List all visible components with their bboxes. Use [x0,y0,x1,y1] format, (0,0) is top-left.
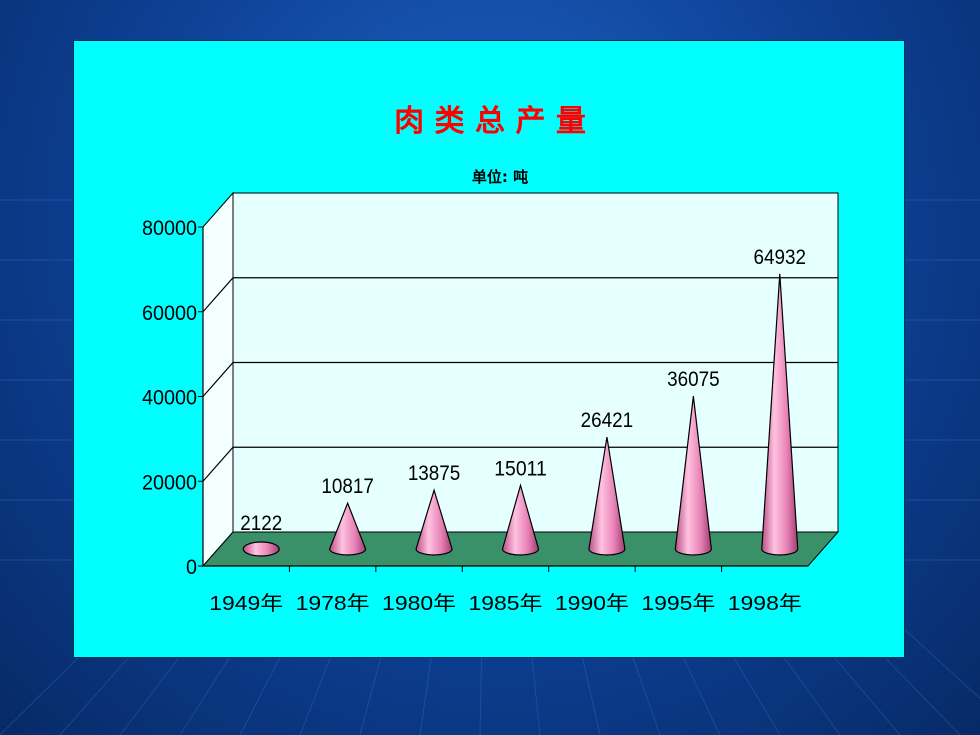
cone-bar [674,396,712,556]
x-tick-label: 1990年 [555,592,629,615]
data-label: 26421 [581,409,634,432]
cone-bar [588,436,626,556]
grid-lines [202,277,838,482]
cone-bar [329,501,367,556]
data-label: 64932 [754,246,807,269]
x-tick-label: 1949年 [209,592,283,615]
chart-subtitle: 单位: 吨 [472,168,528,186]
y-tick-label: 40000 [142,387,197,410]
data-label: 15011 [494,457,547,480]
data-label: 13875 [408,462,461,485]
data-label: 10817 [321,475,374,498]
x-tick-label: 1998年 [728,592,802,615]
cone-bar [761,273,799,556]
y-tick-label: 60000 [142,302,197,325]
chart-title: 肉 类 总 产 量 [394,104,586,139]
y-tick-label: 80000 [142,217,197,240]
x-tick-label: 1995年 [641,592,715,615]
x-axis: 1949年 1978年 1980年 1985年 1990年 1995年 1998年 [203,565,808,615]
data-label: 36075 [667,368,720,391]
cone-bar [415,488,453,556]
x-tick-label: 1980年 [382,592,456,615]
gridline [202,361,838,397]
y-tick-label: 0 [186,556,197,579]
data-label: 2122 [240,512,282,535]
gridline [202,446,838,482]
x-tick-label: 1985年 [469,592,543,615]
y-axis: 0 20000 40000 60000 80000 [142,217,204,579]
cone-bar [501,483,540,556]
gridline [202,277,838,313]
y-tick-label: 20000 [142,471,197,494]
cone-bar [242,541,280,557]
data-labels: 2122 10817 13875 15011 26421 36075 64932 [240,246,806,535]
x-tick-label: 1978年 [296,592,370,615]
cones [242,273,799,557]
